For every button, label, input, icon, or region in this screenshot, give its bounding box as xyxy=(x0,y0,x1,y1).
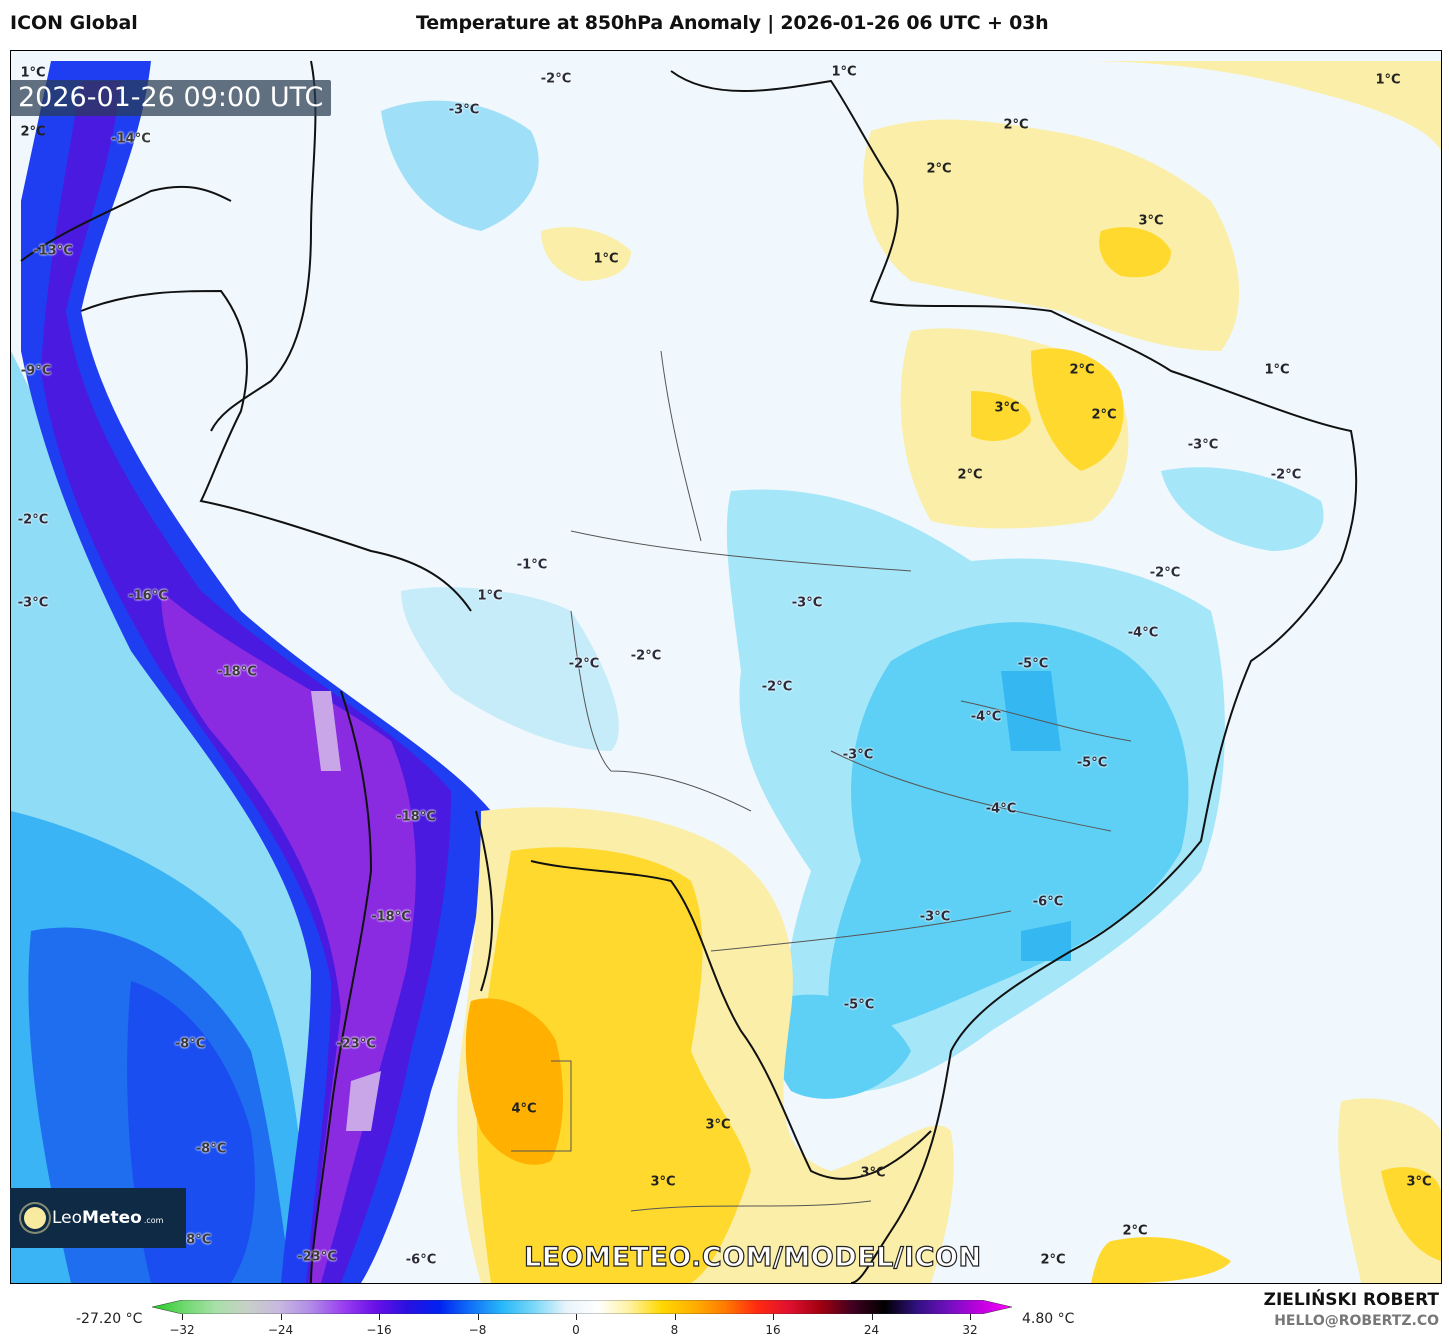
colorbar-min-value: -27.20 °C xyxy=(76,1311,143,1327)
valid-time-badge: 2026-01-26 09:00 UTC xyxy=(10,80,332,116)
sun-icon xyxy=(24,1207,46,1229)
isotherm-label: 3°C xyxy=(1138,213,1164,229)
colorbar-tick-label: −16 xyxy=(366,1323,392,1337)
isotherm-label: -2°C xyxy=(540,71,572,87)
isotherm-label: 2°C xyxy=(1040,1252,1066,1268)
isotherm-label: 2°C xyxy=(1122,1223,1148,1239)
colorbar-tick-label: −8 xyxy=(468,1323,487,1337)
isotherm-label: -4°C xyxy=(1127,625,1159,641)
isotherm-label: -8°C xyxy=(180,1232,212,1248)
colorbar-tick xyxy=(280,1314,282,1320)
isotherm-label: 1°C xyxy=(831,64,857,80)
isotherm-label: 3°C xyxy=(860,1165,886,1181)
anomaly-map: 1°C 2°C -14°C -2°C -3°C 1°C 1°C 2°C 2°C 3°C -13°C 1… xyxy=(10,50,1442,1284)
isotherm-label: 1°C xyxy=(1264,362,1290,378)
isotherm-label: -8°C xyxy=(174,1036,206,1052)
isotherm-label: -6°C xyxy=(405,1252,437,1268)
isotherm-label: 1°C xyxy=(593,251,619,267)
isotherm-label: 1°C xyxy=(477,588,503,604)
isotherm-label: -5°C xyxy=(843,997,875,1013)
isotherm-label: 1°C xyxy=(20,65,46,81)
colorbar-tick xyxy=(182,1314,183,1320)
isotherm-label: -18°C xyxy=(217,664,257,680)
isotherm-label: 2°C xyxy=(1091,407,1117,423)
isotherm-label: -18°C xyxy=(371,909,411,925)
colorbar-tick xyxy=(970,1314,971,1320)
model-url-watermark: LEOMETEO.COM/MODEL/ICON xyxy=(523,1241,982,1273)
isotherm-label: -2°C xyxy=(17,512,49,528)
isotherm-label: -14°C xyxy=(111,131,151,147)
colorbar-tick xyxy=(674,1314,676,1320)
isotherm-label: -1°C xyxy=(516,557,548,573)
colorbar-tick xyxy=(379,1314,380,1320)
isotherm-label: 1°C xyxy=(1375,72,1401,88)
colorbar-tick-label: 16 xyxy=(765,1323,781,1337)
isotherm-label: -3°C xyxy=(791,595,823,611)
isotherm-label: -2°C xyxy=(1149,565,1181,581)
isotherm-label: -2°C xyxy=(761,679,793,695)
logo-text: LeoMeteo .com xyxy=(52,1208,164,1228)
author-email[interactable]: HELLO@ROBERTZ.CO xyxy=(1274,1313,1439,1329)
isotherm-label: -4°C xyxy=(985,801,1017,817)
isotherm-label: -3°C xyxy=(448,102,480,118)
colorbar-max-value: 4.80 °C xyxy=(1022,1311,1075,1327)
isotherm-label: 2°C xyxy=(926,161,952,177)
isotherm-label: -3°C xyxy=(1187,437,1219,453)
colorbar-tick-label: 32 xyxy=(962,1323,978,1337)
isotherm-label: 4°C xyxy=(511,1101,537,1117)
isotherm-label: -13°C xyxy=(33,243,73,259)
isotherm-label: -4°C xyxy=(970,709,1002,725)
isotherm-label: -8°C xyxy=(195,1141,227,1157)
isotherm-label: -5°C xyxy=(1076,755,1108,771)
isotherm-label: -2°C xyxy=(630,648,662,664)
isotherm-label: 2°C xyxy=(20,124,46,140)
isotherm-label: 3°C xyxy=(1406,1174,1432,1190)
isotherm-label: 2°C xyxy=(1003,117,1029,133)
colorbar-tick xyxy=(477,1314,479,1320)
chart-title: Temperature at 850hPa Anomaly | 2026-01-… xyxy=(416,12,1049,34)
isotherm-label: 2°C xyxy=(957,467,983,483)
colorbar-tick-label: 24 xyxy=(863,1323,880,1337)
colorbar xyxy=(152,1300,1012,1314)
temperature-field xyxy=(11,60,1441,1283)
colorbar-tick xyxy=(871,1314,873,1320)
isotherm-label: -6°C xyxy=(1032,894,1064,910)
isotherm-label: -16°C xyxy=(128,588,168,604)
model-name: ICON Global xyxy=(10,12,138,34)
isotherm-label: -5°C xyxy=(1017,656,1049,672)
isotherm-label: -3°C xyxy=(17,595,49,611)
isotherm-label: -2°C xyxy=(568,656,600,672)
author-name: ZIELIŃSKI ROBERT xyxy=(1263,1290,1439,1310)
isotherm-label: -2°C xyxy=(1270,467,1302,483)
leometeo-logo[interactable]: LeoMeteo .com xyxy=(10,1188,186,1248)
isotherm-label: -9°C xyxy=(20,363,52,379)
colorbar-tick-label: 8 xyxy=(670,1323,679,1337)
isotherm-label: -18°C xyxy=(396,809,436,825)
isotherm-label: 3°C xyxy=(650,1174,676,1190)
isotherm-label: -23°C xyxy=(336,1036,376,1052)
isotherm-label: 2°C xyxy=(1069,362,1095,378)
colorbar-tick xyxy=(576,1314,577,1320)
isotherm-label: -3°C xyxy=(842,747,874,763)
colorbar-tick-label: −24 xyxy=(267,1323,294,1337)
isotherm-label: 3°C xyxy=(705,1117,731,1133)
isotherm-label: -23°C xyxy=(297,1249,337,1265)
colorbar-tick-label: 0 xyxy=(572,1323,580,1337)
colorbar-tick xyxy=(773,1314,774,1320)
colorbar-tick-label: −32 xyxy=(169,1323,195,1337)
isotherm-label: 3°C xyxy=(994,400,1020,416)
isotherm-label: -3°C xyxy=(919,909,951,925)
